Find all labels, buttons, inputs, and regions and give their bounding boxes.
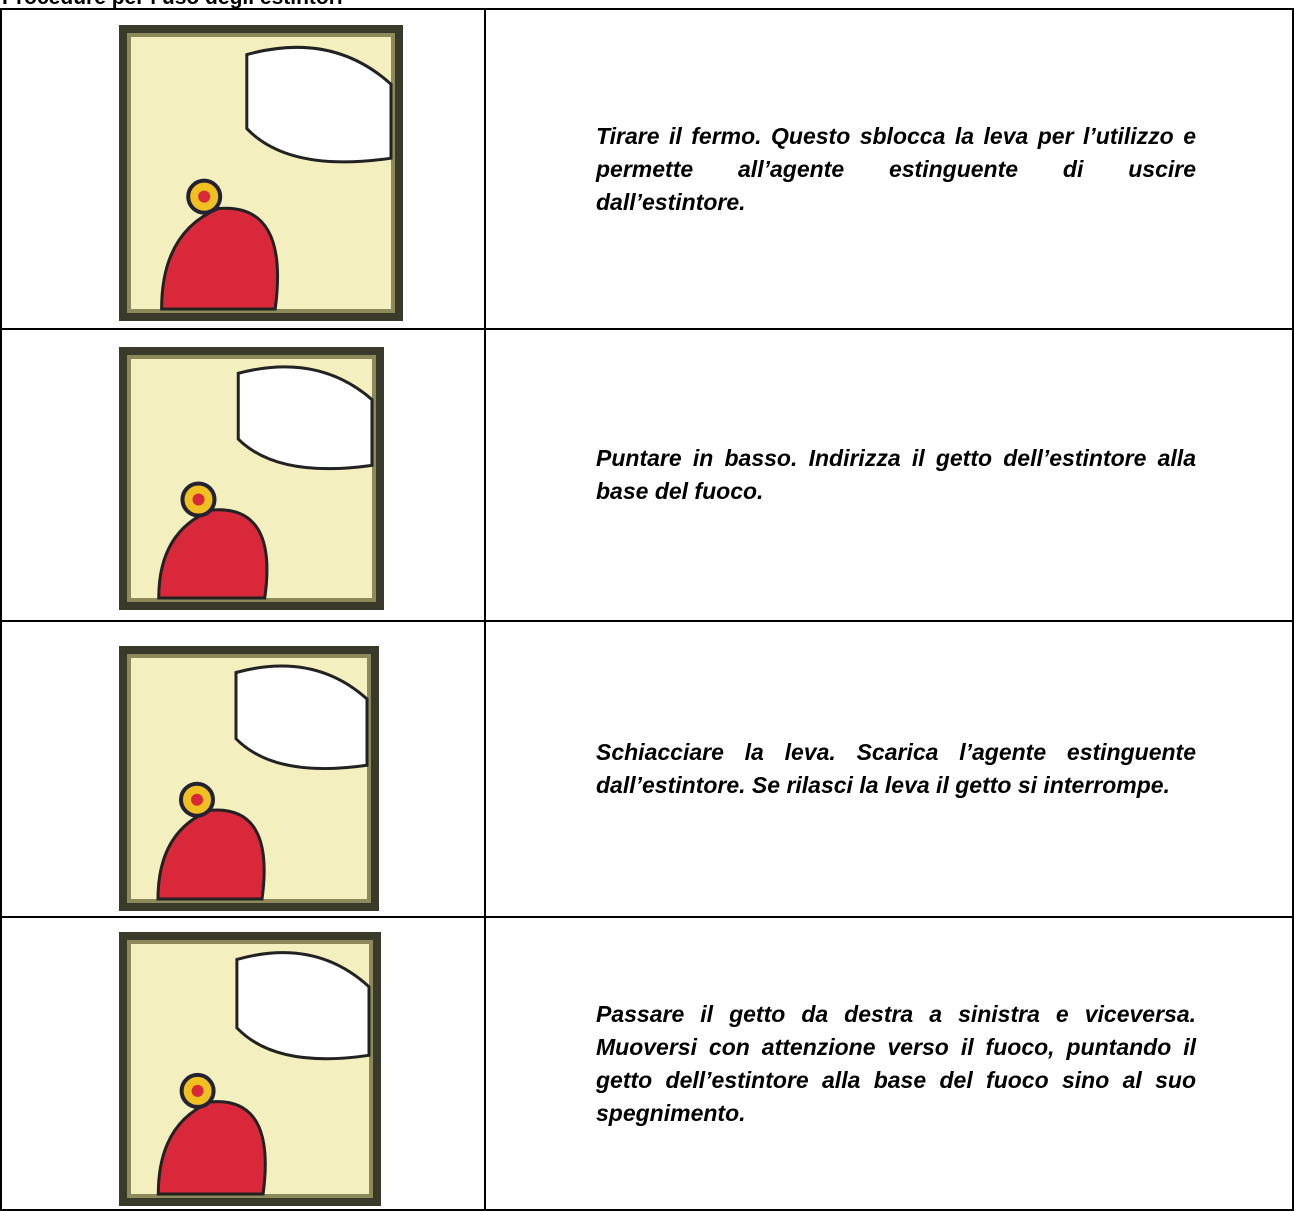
step-text: Schiacciare la leva. Scarica l’agente es…: [596, 739, 1196, 798]
image-cell: [0, 620, 486, 918]
table-row: Passare il getto da destra a sinistra e …: [0, 916, 1294, 1211]
text-cell: Puntare in basso. Indirizza il getto del…: [484, 328, 1294, 622]
step-text: Puntare in basso. Indirizza il getto del…: [596, 445, 1196, 504]
illustration: [119, 645, 379, 911]
gauge-dot: [191, 1084, 204, 1097]
hand: [245, 45, 393, 164]
table-row: Puntare in basso. Indirizza il getto del…: [0, 328, 1294, 622]
hand: [235, 950, 371, 1060]
hand: [234, 663, 369, 770]
extinguisher: [156, 1099, 267, 1195]
step-text: Tirare il fermo. Questo sblocca la leva …: [596, 122, 1196, 215]
text-cell: Passare il getto da destra a sinistra e …: [484, 916, 1294, 1211]
procedure-table: Tirare il fermo. Questo sblocca la leva …: [0, 8, 1294, 1211]
illustration: [119, 931, 381, 1206]
table-row: Schiacciare la leva. Scarica l’agente es…: [0, 620, 1294, 918]
gauge-dot: [192, 493, 205, 506]
hand: [236, 365, 374, 471]
image-cell: [0, 8, 486, 330]
gauge-dot: [198, 190, 211, 203]
gauge-dot: [191, 793, 203, 806]
illustration: [119, 347, 384, 610]
extinguisher: [160, 206, 280, 311]
image-cell: [0, 328, 486, 622]
step-text: Passare il getto da destra a sinistra e …: [596, 1000, 1196, 1126]
table-row: Tirare il fermo. Questo sblocca la leva …: [0, 8, 1294, 330]
text-cell: Tirare il fermo. Questo sblocca la leva …: [484, 8, 1294, 330]
image-cell: [0, 916, 486, 1211]
illustration: [119, 25, 403, 321]
title: Procedure per l’uso degli estintori: [2, 0, 343, 10]
text-cell: Schiacciare la leva. Scarica l’agente es…: [484, 620, 1294, 918]
